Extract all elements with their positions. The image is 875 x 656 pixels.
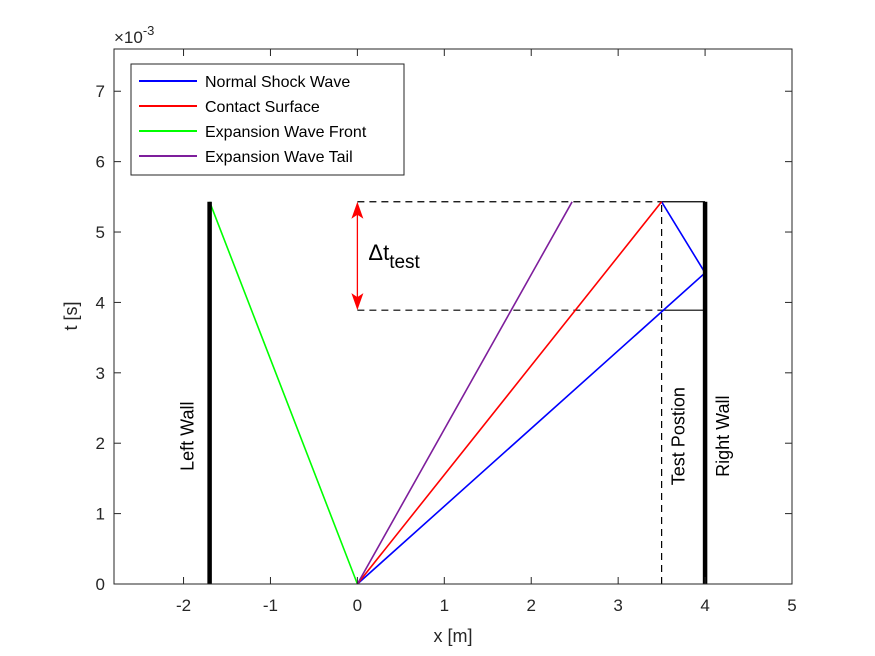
legend-label-contact-surface: Contact Surface — [205, 99, 320, 116]
y-axis-exponent-label: ×10-3 — [114, 23, 154, 47]
x-tick-label: 4 — [700, 596, 709, 615]
y-axis-exponent-base: ×10 — [114, 28, 143, 47]
axis-ticks: -2 -1 0 1 2 3 4 5 0 1 2 3 4 5 6 7 — [96, 49, 797, 615]
x-tick-label: -2 — [176, 596, 191, 615]
x-tick-label: 5 — [787, 596, 796, 615]
x-tick-label: 0 — [353, 596, 362, 615]
delta-t-arrow-head-bottom — [351, 293, 364, 311]
test-window-guides — [357, 201, 706, 584]
series-group — [208, 201, 707, 585]
legend-label-expansion-wave-front: Expansion Wave Front — [205, 124, 367, 141]
right-wall-label: Right Wall — [713, 395, 733, 476]
axes-box — [113, 48, 793, 585]
x-tick-label: 1 — [440, 596, 449, 615]
delta-t-arrow-head-top — [351, 201, 364, 219]
legend-label-normal-shock-wave: Normal Shock Wave — [205, 74, 350, 91]
legend-label-expansion-wave-tail: Expansion Wave Tail — [205, 149, 353, 166]
legend: Normal Shock Wave Contact Surface Expansio… — [130, 63, 405, 176]
x-tick-label: -1 — [263, 596, 278, 615]
delta-t-label-main: Δt — [368, 240, 389, 265]
y-tick-label: 5 — [96, 223, 105, 242]
delta-t-label-subscript: test — [389, 252, 420, 273]
y-tick-label: 6 — [96, 153, 105, 172]
walls-group — [207, 201, 708, 584]
y-axis-exponent-power: -3 — [143, 23, 155, 38]
delta-t-annotation: Δttest — [351, 201, 421, 311]
series-line-contact-surface — [356, 201, 663, 585]
test-position-label: Test Postion — [669, 387, 689, 485]
x-tick-label: 2 — [526, 596, 535, 615]
left-wall-label: Left Wall — [178, 401, 198, 470]
x-axis-label: x [m] — [434, 626, 473, 646]
y-tick-label: 7 — [96, 82, 105, 101]
series-line-expansion-wave-tail — [356, 201, 573, 585]
y-axis-label: t [s] — [61, 301, 81, 330]
y-tick-label: 2 — [96, 434, 105, 453]
y-tick-label: 4 — [96, 293, 105, 312]
legend-entries: Normal Shock Wave Contact Surface Expansio… — [139, 74, 367, 166]
series-line-expansion-wave-front — [208, 201, 359, 585]
x-tick-label: 3 — [613, 596, 622, 615]
y-tick-label: 1 — [96, 505, 105, 524]
delta-t-label: Δttest — [368, 240, 420, 273]
vertical-labels: Left Wall Test Postion Right Wall — [178, 387, 733, 485]
y-tick-label: 3 — [96, 364, 105, 383]
y-tick-label: 0 — [96, 575, 105, 594]
